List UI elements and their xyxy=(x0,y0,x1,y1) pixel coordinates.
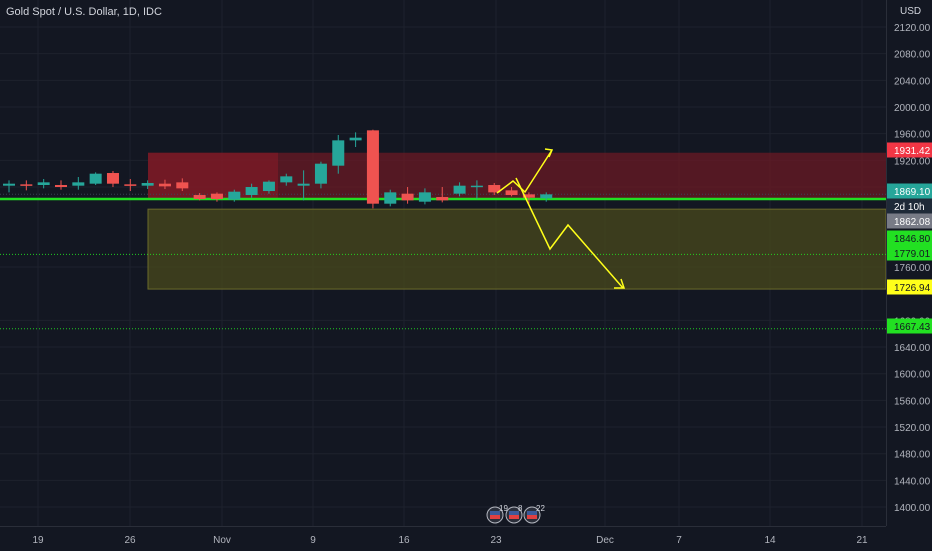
price-tick-label: 1920.00 xyxy=(894,156,931,167)
time-axis[interactable] xyxy=(0,526,886,551)
flag-stripe xyxy=(527,511,537,515)
candle[interactable] xyxy=(488,185,501,193)
price-axis[interactable] xyxy=(886,0,932,526)
candle[interactable] xyxy=(436,197,449,201)
bullish-projection-arrow[interactable] xyxy=(496,149,553,194)
candle[interactable] xyxy=(228,191,241,200)
price-tick-label: 2120.00 xyxy=(894,23,931,34)
price-tick-label: 1960.00 xyxy=(894,130,931,141)
price-label-badge xyxy=(887,318,932,334)
candle[interactable] xyxy=(20,184,33,186)
price-tick-label: 1560.00 xyxy=(894,396,931,407)
candle[interactable] xyxy=(384,192,397,204)
flag-stripe xyxy=(509,511,519,515)
candle[interactable] xyxy=(158,183,171,187)
price-label-text: 1931.42 xyxy=(894,146,931,157)
price-label-text: 1667.43 xyxy=(894,322,931,333)
price-tick-label: 2040.00 xyxy=(894,76,931,87)
price-tick-label: 1600.00 xyxy=(894,370,931,381)
price-label-text: 1846.80 xyxy=(894,234,931,245)
price-tick-label: 1400.00 xyxy=(894,503,931,514)
candle[interactable] xyxy=(245,187,258,196)
candle[interactable] xyxy=(453,185,466,194)
candle[interactable] xyxy=(176,182,189,189)
price-label-badge xyxy=(887,198,932,214)
event-count: 19 xyxy=(499,504,508,513)
flag-stripe xyxy=(490,511,500,515)
candle[interactable] xyxy=(106,173,119,184)
candle[interactable] xyxy=(193,195,206,200)
time-tick-label: 14 xyxy=(764,535,776,546)
price-label-badge xyxy=(887,230,932,246)
price-label-badge xyxy=(887,245,932,261)
candle[interactable] xyxy=(262,181,275,192)
candle[interactable] xyxy=(366,130,379,204)
symbol-title[interactable]: Gold Spot / U.S. Dollar, 1D, IDC xyxy=(6,6,162,18)
price-label-text: 1779.01 xyxy=(894,249,931,260)
candle[interactable] xyxy=(3,183,15,186)
price-label-badge xyxy=(887,213,932,229)
price-tick-label: 1640.00 xyxy=(894,343,931,354)
sell-zone-highlight xyxy=(148,152,278,199)
candle[interactable] xyxy=(401,193,414,201)
time-tick-label: 7 xyxy=(676,535,682,546)
candle[interactable] xyxy=(470,185,483,188)
candle[interactable] xyxy=(505,190,518,196)
flag-stripe xyxy=(527,515,537,519)
price-label-badge xyxy=(887,183,932,199)
price-label-text: 1869.10 xyxy=(894,187,931,198)
candle[interactable] xyxy=(540,194,553,199)
candle[interactable] xyxy=(37,182,50,186)
flag-stripe xyxy=(509,515,519,519)
candle[interactable] xyxy=(297,183,310,186)
price-label-badge xyxy=(887,279,932,295)
price-label-badge xyxy=(887,142,932,158)
candle[interactable] xyxy=(72,182,85,186)
time-tick-label: 16 xyxy=(398,535,410,546)
buy-zone xyxy=(148,209,886,290)
candle[interactable] xyxy=(522,194,535,198)
bearish-projection-arrow[interactable] xyxy=(515,177,624,289)
candle[interactable] xyxy=(349,137,362,141)
price-tick-label: 1520.00 xyxy=(894,423,931,434)
currency-label[interactable]: USD xyxy=(900,6,922,17)
candle[interactable] xyxy=(141,183,154,186)
price-label-text: 1726.94 xyxy=(894,283,931,294)
arrowhead-icon xyxy=(614,278,626,289)
event-count: 22 xyxy=(536,504,545,513)
time-tick-label: 9 xyxy=(310,535,316,546)
candle[interactable] xyxy=(124,184,137,186)
candle[interactable] xyxy=(210,193,223,200)
time-tick-label: 19 xyxy=(32,535,44,546)
candle[interactable] xyxy=(54,185,67,188)
event-count: 8 xyxy=(518,504,523,513)
price-tick-label: 2080.00 xyxy=(894,50,931,61)
candle[interactable] xyxy=(314,163,327,184)
flag-stripe xyxy=(490,515,500,519)
price-tick-label: 1480.00 xyxy=(894,450,931,461)
price-tick-label: 1760.00 xyxy=(894,263,931,274)
candle[interactable] xyxy=(418,192,431,202)
time-tick-label: Dec xyxy=(596,535,614,546)
time-tick-label: 23 xyxy=(490,535,502,546)
time-tick-label: 21 xyxy=(856,535,868,546)
time-tick-label: Nov xyxy=(213,535,231,546)
candle[interactable] xyxy=(280,176,293,183)
price-label-text: 2d 10h xyxy=(894,202,925,213)
candle[interactable] xyxy=(332,140,345,166)
price-label-text: 1862.08 xyxy=(894,217,931,228)
time-tick-label: 26 xyxy=(124,535,136,546)
price-tick-label: 1440.00 xyxy=(894,476,931,487)
candle[interactable] xyxy=(89,173,102,184)
arrowhead-icon xyxy=(544,148,554,158)
price-tick-label: 2000.00 xyxy=(894,103,931,114)
